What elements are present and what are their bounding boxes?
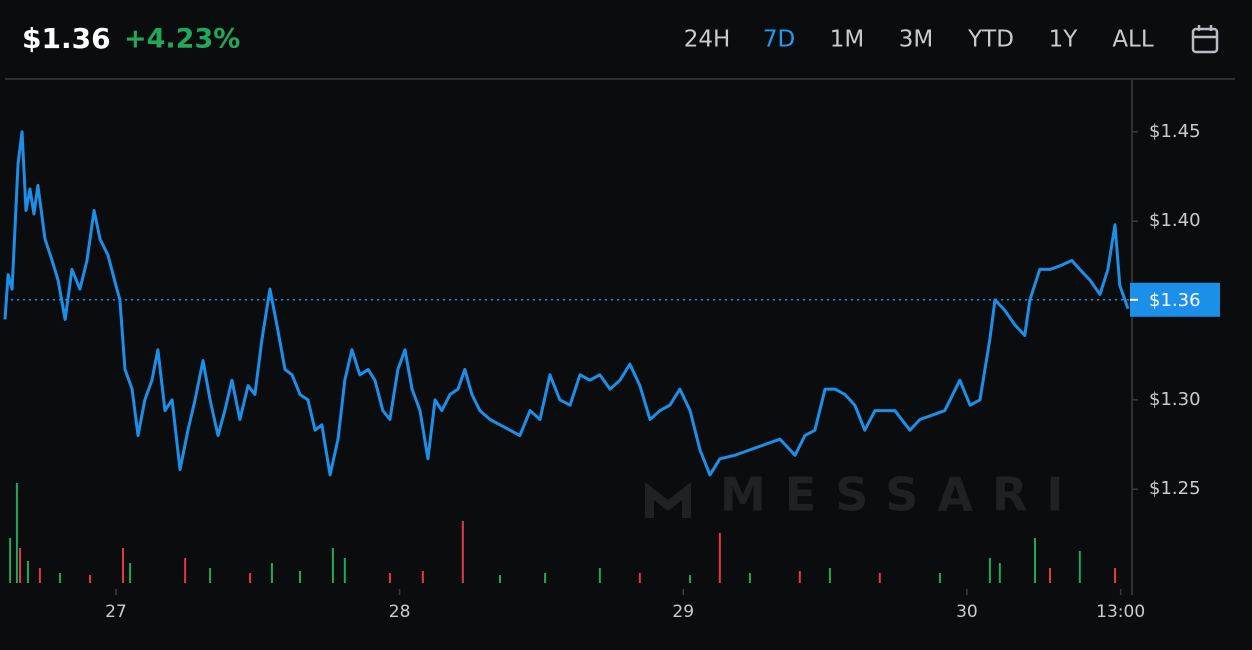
volume-bar bbox=[998, 563, 1001, 583]
volume-bar bbox=[184, 558, 187, 583]
x-tick-label: 27 bbox=[105, 602, 127, 622]
y-tick-label: $1.30 bbox=[1149, 389, 1201, 410]
logo-shape bbox=[645, 482, 691, 518]
volume-bar bbox=[388, 573, 391, 583]
x-tick-label: 13:00 bbox=[1096, 602, 1145, 622]
volume-bar bbox=[461, 521, 464, 583]
range-button[interactable]: 3M bbox=[899, 27, 933, 53]
volume-bar bbox=[19, 548, 22, 583]
range-button[interactable]: YTD bbox=[967, 27, 1014, 53]
volume-bar bbox=[1033, 538, 1036, 583]
range-button[interactable]: 1Y bbox=[1049, 27, 1079, 53]
volume-bar bbox=[718, 533, 721, 583]
price-line bbox=[3, 130, 1130, 477]
volume-bar bbox=[129, 563, 132, 583]
x-tick-label: 28 bbox=[389, 602, 411, 622]
range-button[interactable]: 7D bbox=[763, 27, 795, 53]
volume-bar bbox=[1049, 568, 1052, 583]
y-tick-label: $1.45 bbox=[1149, 121, 1201, 142]
volume-bar bbox=[209, 568, 212, 583]
volume-bar bbox=[1113, 568, 1116, 583]
range-selector: 24H 7D 1M 3M YTD 1Y ALL bbox=[684, 27, 1154, 53]
volume-bar bbox=[122, 548, 125, 583]
x-tick-label: 29 bbox=[672, 602, 694, 622]
volume-bar bbox=[421, 571, 424, 583]
range-button[interactable]: 1M bbox=[830, 27, 864, 53]
y-tick-label: $1.40 bbox=[1149, 210, 1201, 231]
volume-bar bbox=[299, 571, 302, 583]
y-tick-label: $1.25 bbox=[1149, 478, 1201, 499]
volume-bar bbox=[544, 573, 547, 583]
volume-bar bbox=[59, 573, 62, 583]
volume-bar bbox=[598, 568, 601, 583]
volume-bar bbox=[89, 575, 92, 583]
price-change: +4.23% bbox=[124, 24, 240, 55]
range-button[interactable]: 24H bbox=[684, 27, 731, 53]
current-price-badge bbox=[1130, 282, 1220, 317]
current-price: $1.36 bbox=[22, 22, 111, 55]
volume-bar bbox=[638, 573, 641, 583]
volume-bar bbox=[988, 558, 991, 583]
current-price-label: $1.36 bbox=[1149, 290, 1201, 311]
calendar-button[interactable] bbox=[1191, 25, 1219, 54]
volume-bar bbox=[343, 558, 346, 583]
volume-bar bbox=[26, 561, 29, 583]
volume-bar bbox=[878, 573, 881, 583]
volume-bar bbox=[1078, 551, 1081, 583]
calendar-icon bbox=[1191, 27, 1219, 54]
watermark: MESSARI bbox=[720, 468, 1083, 522]
plot-area: $1.25 $1.30 $1.40 $1.45 27 28 29 30 13:00 $1.36 bbox=[3, 121, 1220, 622]
volume-bar bbox=[38, 568, 41, 583]
volume-bar bbox=[249, 573, 252, 583]
volume-bar bbox=[748, 573, 751, 583]
x-tick-label: 30 bbox=[956, 602, 978, 622]
volume-bar bbox=[798, 571, 801, 583]
volume-bar bbox=[689, 575, 692, 583]
volume-bar bbox=[498, 575, 501, 583]
volume-bar bbox=[270, 563, 273, 583]
volume-bar bbox=[331, 548, 334, 583]
volume-bar bbox=[9, 538, 12, 583]
watermark-logo bbox=[645, 482, 691, 518]
range-button[interactable]: ALL bbox=[1112, 27, 1154, 53]
volume-bar bbox=[938, 573, 941, 583]
volume-bar bbox=[828, 568, 831, 583]
volume-bar bbox=[15, 483, 18, 583]
